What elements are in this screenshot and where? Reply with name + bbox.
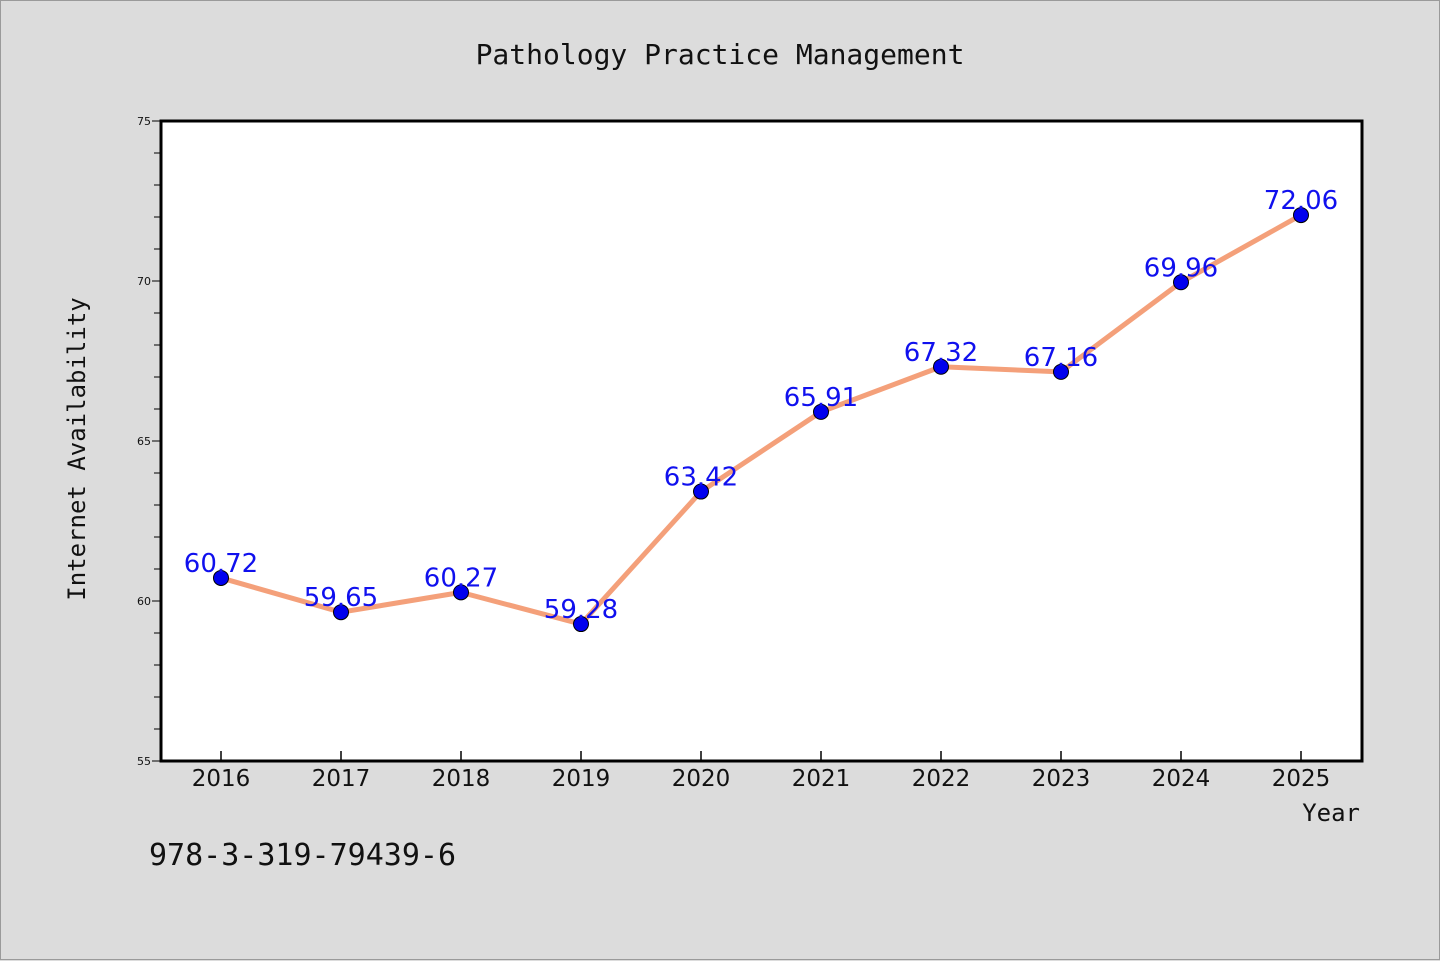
x-tick-label: 2017 [312, 766, 371, 792]
y-tick-label: 55 [137, 755, 151, 768]
x-tick-label: 2025 [1272, 766, 1331, 792]
x-tick-label: 2021 [792, 766, 851, 792]
data-label: 67.16 [1024, 343, 1098, 373]
data-point [1293, 207, 1309, 224]
data-point [333, 604, 349, 621]
data-label: 65.91 [784, 383, 858, 413]
x-tick-label: 2020 [672, 766, 731, 792]
x-tick-label: 2018 [432, 766, 491, 792]
x-tick-label: 2016 [192, 766, 251, 792]
data-label: 63.42 [664, 463, 738, 493]
series-polyline [218, 212, 1304, 627]
y-tick-label: 60 [137, 595, 151, 608]
data-point [813, 403, 829, 420]
chart-title: Pathology Practice Management [476, 38, 965, 71]
y-tick-label: 75 [137, 115, 151, 128]
data-label: 59.28 [544, 595, 618, 625]
x-axis: 2016 2017 2018 2019 2020 2021 2022 2023 2024 2025 [192, 751, 1331, 792]
x-tick-label: 2024 [1152, 766, 1211, 792]
data-point [213, 569, 229, 586]
data-label: 72.06 [1264, 186, 1338, 216]
data-label: 60.72 [184, 549, 258, 579]
data-point [1053, 363, 1069, 380]
data-point [573, 616, 589, 633]
data-point [1173, 274, 1189, 291]
y-axis: 55 60 65 70 75 [137, 115, 161, 768]
data-labels: 60.72 59.65 60.27 59.28 63.42 65.91 67.32 67.16… [184, 186, 1338, 625]
y-tick-label: 70 [137, 275, 151, 288]
y-axis-label: Internet Availability [63, 297, 91, 600]
data-label: 60.27 [424, 563, 498, 593]
x-tick-label: 2019 [552, 766, 611, 792]
plot-area [159, 119, 1364, 763]
data-point [453, 584, 469, 601]
x-axis-label: Year [1302, 799, 1360, 827]
y-tick-label: 65 [137, 435, 151, 448]
data-label: 69.96 [1144, 253, 1218, 283]
x-tick-label: 2023 [1032, 766, 1091, 792]
data-label: 67.32 [904, 338, 978, 368]
data-label: 59.65 [304, 583, 378, 613]
data-markers [213, 207, 1309, 633]
x-tick-label: 2022 [912, 766, 971, 792]
data-point [693, 483, 709, 500]
data-point [933, 358, 949, 375]
series-line [218, 212, 1304, 627]
footer-isbn: 978-3-319-79439-6 [149, 838, 456, 873]
